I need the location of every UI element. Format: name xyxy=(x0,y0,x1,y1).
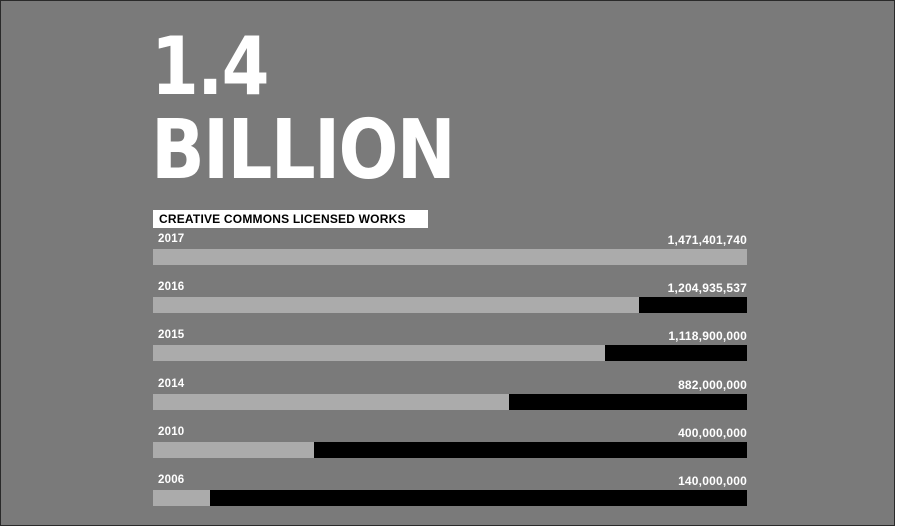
headline-word: BILLION xyxy=(151,103,456,198)
year-label: 2015 xyxy=(158,329,185,342)
bar-row-2010: 2010 400,000,000 xyxy=(153,420,747,468)
bar-row-2006: 2006 140,000,000 xyxy=(153,468,747,516)
bar-fill xyxy=(153,345,605,362)
value-label: 140,000,000 xyxy=(678,474,747,488)
bar-track xyxy=(153,393,747,410)
bar-row-2016: 2016 1,204,935,537 xyxy=(153,275,747,323)
bar-fill xyxy=(153,393,510,410)
value-label: 1,204,935,537 xyxy=(667,281,747,296)
bar-row-2014: 2014 882,000,000 xyxy=(153,372,747,420)
year-label: 2010 xyxy=(158,425,185,438)
chart-title: CREATIVE COMMONS LICENSED WORKS xyxy=(153,210,428,228)
bar-fill xyxy=(153,249,747,265)
year-label: 2014 xyxy=(158,377,185,390)
value-label: 1,471,401,740 xyxy=(667,233,747,247)
headline: 1.4 BILLION xyxy=(151,27,503,192)
bar-fill xyxy=(153,490,210,506)
bar-track xyxy=(153,490,747,506)
bar-row-2017: 2017 1,471,401,740 xyxy=(153,227,747,275)
bar-track xyxy=(153,249,747,265)
bar-track xyxy=(153,441,747,458)
year-label: 2017 xyxy=(158,233,185,245)
year-label: 2006 xyxy=(158,474,185,486)
value-label: 882,000,000 xyxy=(678,377,747,392)
bar-row-2015: 2015 1,118,900,000 xyxy=(153,323,747,371)
bar-track xyxy=(153,345,747,362)
bar-fill xyxy=(153,441,315,458)
bar-chart: 2017 1,471,401,740 2016 1,204,935,537 2015 1,… xyxy=(153,227,747,507)
headline-number: 1.4 xyxy=(151,20,269,113)
year-label: 2016 xyxy=(158,281,185,294)
bar-track xyxy=(153,297,747,314)
value-label: 1,118,900,000 xyxy=(668,329,747,344)
bar-fill xyxy=(153,297,640,314)
value-label: 400,000,000 xyxy=(678,425,747,440)
